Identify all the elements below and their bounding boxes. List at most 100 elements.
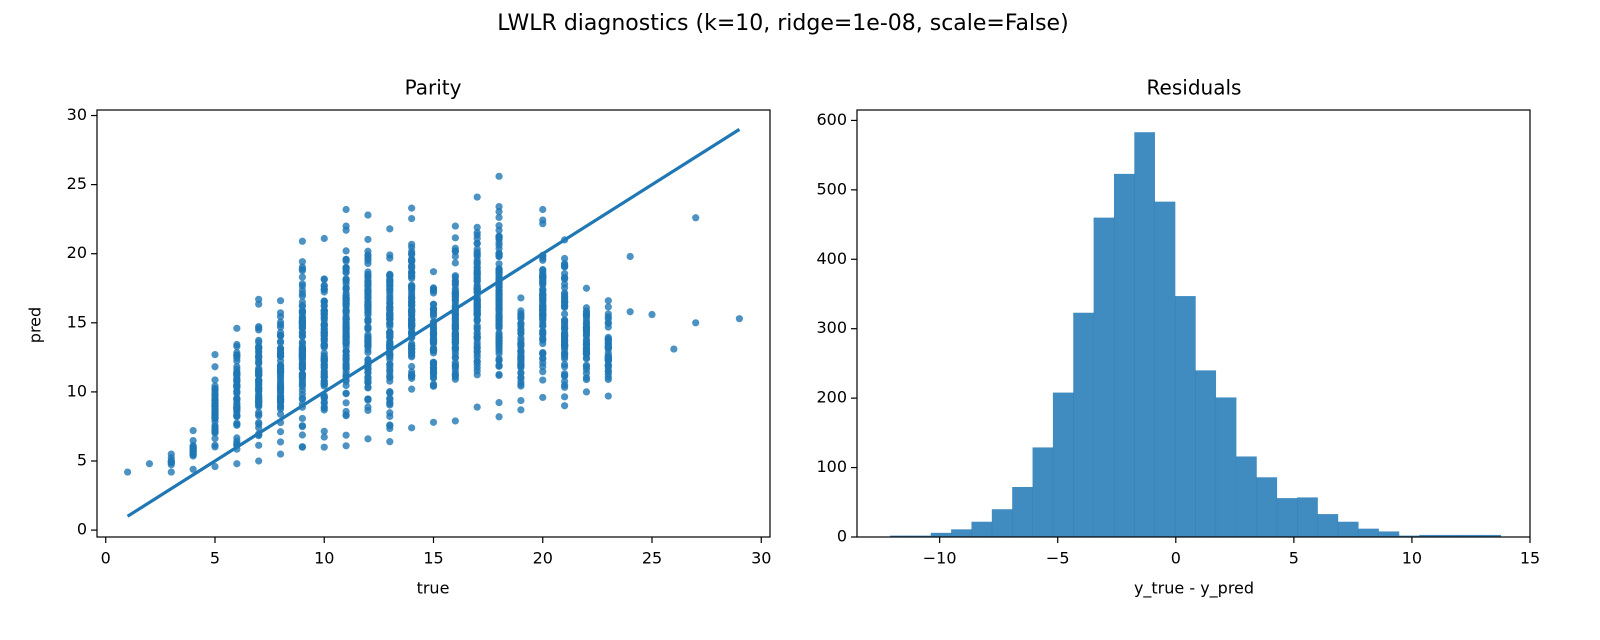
- parity-point: [255, 368, 263, 376]
- parity-point: [320, 285, 328, 294]
- parity-point: [364, 383, 372, 391]
- parity-point: [386, 254, 394, 262]
- parity-point: [604, 375, 612, 384]
- parity-point: [276, 405, 285, 413]
- parity-point: [495, 330, 503, 339]
- parity-point: [320, 393, 328, 401]
- parity-identity-line: [126, 127, 741, 518]
- parity-y-tick-label: 20: [67, 243, 87, 262]
- residuals-bar: [890, 535, 911, 537]
- parity-point: [517, 406, 525, 414]
- parity-point: [495, 361, 503, 369]
- parity-point: [408, 204, 416, 212]
- parity-y-tick-label: 10: [67, 381, 87, 400]
- parity-point: [386, 292, 394, 300]
- parity-point: [298, 273, 306, 281]
- parity-y-tick-label: 0: [77, 520, 87, 539]
- parity-point: [233, 342, 241, 351]
- parity-point: [211, 462, 219, 471]
- parity-point: [386, 339, 394, 347]
- parity-point: [320, 443, 328, 451]
- parity-x-tick-label: 30: [751, 549, 771, 568]
- parity-point: [167, 450, 175, 458]
- parity-point: [342, 431, 350, 439]
- parity-point: [408, 263, 416, 271]
- parity-point: [561, 383, 569, 391]
- parity-point: [451, 259, 459, 267]
- parity-point: [451, 338, 459, 346]
- parity-point: [255, 384, 263, 392]
- parity-point: [473, 249, 481, 258]
- parity-point: [473, 285, 481, 293]
- residuals-y-tick-label: 300: [816, 318, 847, 337]
- parity-point: [255, 412, 263, 420]
- parity-point: [451, 417, 459, 425]
- parity-point: [386, 355, 394, 363]
- parity-point: [692, 319, 700, 327]
- residuals-y-tick-label: 600: [816, 110, 847, 129]
- parity-point: [561, 402, 569, 410]
- parity-points: [123, 172, 744, 476]
- parity-point: [495, 226, 503, 234]
- residuals-bar: [1378, 531, 1400, 537]
- parity-point: [364, 299, 372, 307]
- parity-point: [626, 252, 634, 261]
- parity-point: [211, 391, 219, 399]
- parity-point: [451, 365, 459, 373]
- residuals-bar: [1175, 296, 1196, 537]
- parity-x-tick-label: 5: [210, 549, 220, 568]
- residuals-frame: [856, 109, 1531, 538]
- parity-point: [320, 342, 328, 350]
- parity-point: [539, 287, 547, 296]
- parity-point: [298, 423, 306, 431]
- parity-point: [604, 297, 612, 305]
- parity-point: [451, 353, 459, 361]
- parity-point: [211, 401, 219, 410]
- parity-point: [408, 300, 416, 308]
- parity-point: [539, 362, 547, 371]
- parity-point: [561, 261, 569, 269]
- parity-point: [276, 381, 285, 389]
- parity-point: [539, 368, 547, 376]
- parity-point: [429, 305, 438, 313]
- parity-point: [298, 324, 306, 332]
- parity-point: [364, 211, 372, 219]
- parity-point: [561, 284, 569, 292]
- parity-point: [233, 434, 241, 442]
- parity-point: [298, 237, 306, 245]
- parity-point: [298, 349, 306, 357]
- residuals-y-tick-label: 0: [837, 527, 847, 546]
- parity-point: [386, 286, 394, 294]
- parity-point: [123, 468, 132, 476]
- parity-point: [408, 314, 416, 323]
- residuals-bar: [1276, 498, 1298, 537]
- parity-point: [386, 333, 394, 341]
- parity-point: [495, 172, 503, 180]
- parity-point: [255, 392, 263, 400]
- residuals-chart: Residuals −10 −5 0 5 10 15 0 100 200 300 400 500 600…: [816, 76, 1540, 599]
- parity-point: [386, 373, 394, 381]
- parity-point: [451, 234, 459, 242]
- parity-point: [451, 371, 459, 379]
- residuals-bar: [971, 521, 993, 537]
- residuals-bar: [1317, 514, 1339, 537]
- parity-point: [495, 299, 503, 307]
- parity-point: [539, 322, 547, 330]
- residuals-bar: [1297, 497, 1318, 537]
- parity-point: [408, 305, 416, 313]
- parity-point: [539, 376, 547, 384]
- parity-point: [408, 257, 416, 266]
- parity-point: [233, 405, 241, 413]
- parity-point: [189, 465, 197, 473]
- parity-point: [233, 324, 241, 332]
- residuals-bar: [1256, 477, 1278, 537]
- parity-point: [233, 377, 241, 385]
- parity-point: [517, 368, 525, 377]
- parity-point: [582, 284, 591, 292]
- parity-point: [255, 441, 263, 449]
- parity-point: [626, 308, 634, 316]
- parity-point: [473, 344, 481, 352]
- parity-point: [495, 398, 503, 407]
- parity-point: [342, 390, 350, 398]
